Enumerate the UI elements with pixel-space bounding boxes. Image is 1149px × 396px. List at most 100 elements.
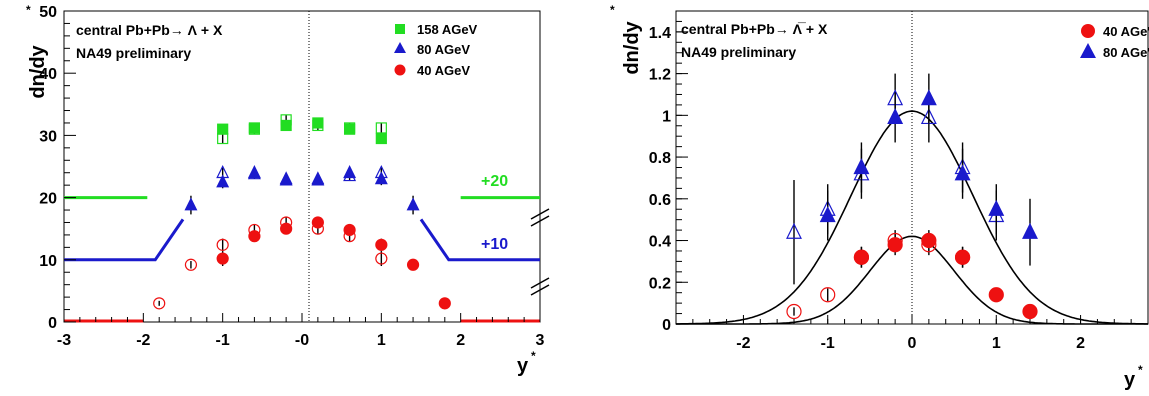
point-40-agev-open (216, 238, 229, 251)
point-40-agev-filled (216, 252, 229, 265)
right-y-tick-label: 0.8 (649, 150, 671, 167)
left-y-tick-label: 30 (39, 128, 57, 145)
right-x-tick-label: 1 (992, 335, 1001, 352)
right-y-tick-label: 0.6 (649, 192, 671, 209)
point-80-agev-filled (406, 197, 420, 211)
right-y-tick-label: 0.2 (649, 275, 671, 292)
point-40-agev-filled (311, 216, 324, 229)
offset-label-20: +20 (481, 173, 508, 190)
legend-marker-158 (395, 24, 405, 34)
left-x-tick-label: 3 (536, 332, 545, 349)
point-40-agev-filled (853, 249, 870, 265)
offset-label-10: +10 (481, 236, 508, 253)
point-80-agev-filled (920, 89, 937, 106)
left-x-tick-label: 1 (377, 332, 386, 349)
right-ylabel-sup: * (610, 3, 615, 17)
point-80-agev-filled (216, 174, 230, 188)
left-y-tick-label: 0 (48, 315, 57, 332)
right-x-tick-label: 2 (1076, 335, 1085, 352)
right-x-tick-label: 0 (908, 335, 917, 352)
left-legend: 158 AGeV 80 AGeV 40 AGeV (394, 22, 478, 78)
left-y-tick-label: 10 (39, 253, 57, 270)
point-40-agev-filled (954, 249, 971, 265)
offset-line-80 (419, 218, 540, 262)
legend-marker-80 (394, 42, 406, 53)
point-40-agev-open (375, 252, 388, 265)
left-subtitle: NA49 preliminary (76, 45, 191, 61)
left-ylabel-sup: * (26, 3, 31, 17)
right-title: central Pb+Pb→ Λ̅ + X (681, 21, 828, 37)
point-80-agev-filled (819, 206, 836, 223)
left-ylabel: dn/dy (27, 44, 49, 98)
right-ylabel: dn/dy (621, 20, 643, 74)
point-80-agev-filled (279, 172, 293, 186)
axis-break-mark (530, 215, 550, 227)
left-y-axis-label: dn/dy (27, 44, 49, 98)
point-40-agev-filled (343, 223, 356, 237)
legend-label-40: 40 AGeV (417, 63, 470, 78)
point-158-agev-filled (217, 123, 229, 135)
axis-break-mark (530, 277, 550, 289)
point-80-agev-filled (954, 164, 971, 181)
point-40-agev-open (820, 287, 836, 303)
legend-marker-40 (1081, 24, 1095, 38)
right-y-tick-label: 1.4 (649, 25, 671, 42)
right-x-tick-label: -1 (821, 335, 835, 352)
left-x-tick-label: -0 (295, 332, 309, 349)
point-40-agev-filled (406, 258, 420, 271)
right-y-axis-label: dn/dy (621, 20, 643, 74)
point-158-agev-filled (375, 132, 387, 145)
point-40-agev-open (184, 258, 198, 271)
point-40-agev-filled (280, 222, 293, 235)
right-xlabel: y (1124, 369, 1136, 391)
left-title: central Pb+Pb→ Λ + X (76, 22, 223, 38)
left-x-tick-label: -1 (216, 332, 230, 349)
right-x-tick-label: -2 (736, 335, 750, 352)
point-80-agev-filled (343, 165, 357, 179)
point-80-agev-filled (1022, 222, 1038, 239)
legend-label-80: 80 AGeV (417, 42, 470, 57)
right-y-tick-label: 0.4 (649, 234, 671, 251)
point-40-agev-filled (438, 297, 451, 310)
right-y-tick-label: 0 (662, 317, 671, 334)
legend-label-80: 80 AGeV (1103, 45, 1149, 60)
point-40-agev-open (153, 297, 166, 310)
point-40-agev-filled (921, 232, 937, 249)
left-y-tick-label: 50 (39, 4, 57, 21)
point-80-agev-open (786, 222, 802, 239)
point-80-agev-filled (247, 165, 261, 179)
point-158-agev-filled (248, 122, 260, 134)
legend-marker-80 (1080, 43, 1096, 58)
left-xlabel: y (517, 355, 529, 377)
offset-line-80 (64, 218, 185, 262)
point-40-agev-filled (1022, 303, 1038, 320)
right-xlabel-sup: * (1138, 363, 1143, 377)
right-y-tick-label: 1 (662, 108, 671, 125)
axis-break-mark (530, 284, 550, 296)
point-80-agev-filled (374, 171, 388, 185)
left-y-tick-label: 40 (39, 66, 57, 83)
point-40-agev-filled (887, 237, 903, 253)
legend-marker-40 (394, 64, 406, 76)
point-80-agev-filled (988, 199, 1005, 216)
right-subtitle: NA49 preliminary (681, 44, 796, 60)
fit-curve-80-agev (676, 110, 1148, 325)
right-y-tick-label: 1.2 (649, 67, 671, 84)
point-40-agev-filled (375, 238, 388, 251)
left-x-tick-label: -2 (136, 332, 150, 349)
point-158-agev-filled (344, 123, 356, 135)
axis-break-mark (530, 208, 550, 220)
fit-curve-40-agev (676, 235, 1148, 325)
point-40-agev-filled (988, 287, 1004, 303)
left-y-tick-label: 20 (39, 191, 57, 208)
right-legend: 40 AGeV 80 AGeV (1080, 24, 1149, 60)
antilambda-chart: -2 -1 0 1 2 0 0.2 0.4 0.6 0.8 1 1.2 1.4 central Pb+P… (610, 3, 1149, 391)
point-158-agev-filled (280, 119, 292, 132)
left-x-tick-label: 2 (456, 332, 465, 349)
legend-label-158: 158 AGeV (417, 22, 478, 37)
point-80-agev-filled (887, 108, 904, 125)
point-40-agev-open (786, 303, 802, 320)
point-80-agev-filled (184, 197, 198, 211)
